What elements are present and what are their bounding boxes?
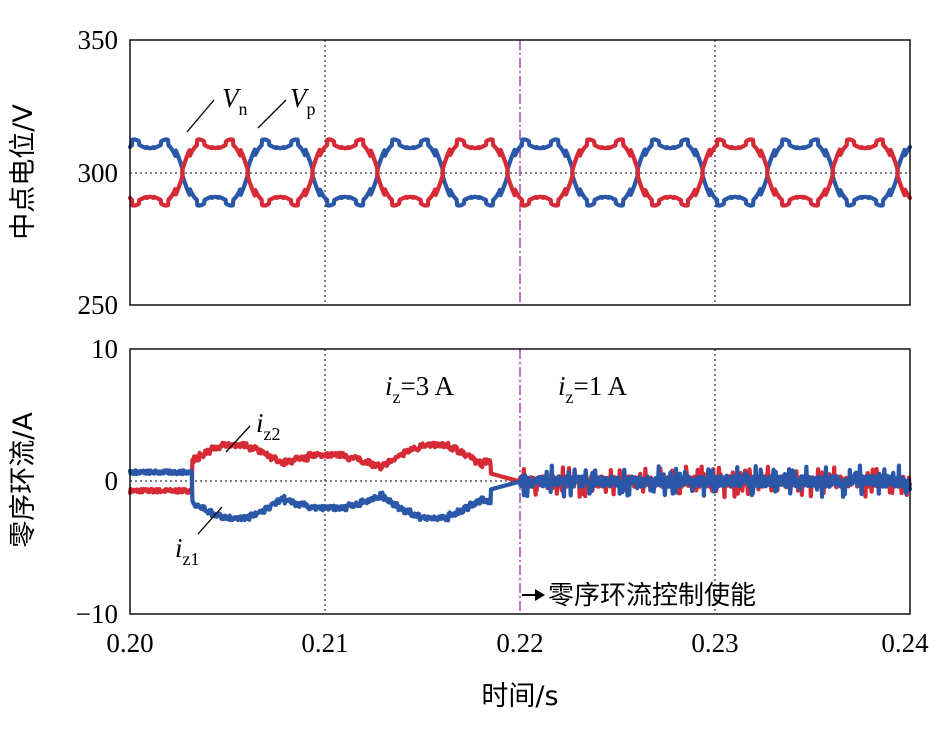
series-vn-line xyxy=(127,137,913,208)
bot-ytick-0: 0 xyxy=(105,466,119,496)
top-ytick-350: 350 xyxy=(78,25,119,55)
top-plot-frame xyxy=(129,39,911,306)
ann1-symbol: i xyxy=(385,371,393,401)
vn-subscript: n xyxy=(239,99,248,119)
top-panel: 350 300 250 中点电位/V Vn Vp xyxy=(8,25,913,320)
bottom-ylabel: 零序环流/A xyxy=(8,412,39,548)
vn-leader-line xyxy=(186,99,215,133)
xtick-022: 0.22 xyxy=(496,628,543,658)
vp-symbol: V xyxy=(290,83,310,113)
iz2-leader-line xyxy=(225,425,251,453)
iz1-symbol: i xyxy=(175,533,183,563)
svg-text:Vp: Vp xyxy=(290,83,316,119)
ann2-symbol: i xyxy=(558,371,566,401)
xtick-021: 0.21 xyxy=(301,628,348,658)
vp-leader-line xyxy=(257,99,287,129)
ann2-value: =1 A xyxy=(574,371,628,401)
iz1-subscript: z1 xyxy=(183,549,200,569)
bot-ytick-neg10: −10 xyxy=(76,599,118,629)
vn-symbol: V xyxy=(222,83,242,113)
svg-text:Vn: Vn xyxy=(222,83,248,119)
ann1-value: =3 A xyxy=(401,371,455,401)
legend-vn-label: Vn xyxy=(186,83,248,133)
series-vp-line xyxy=(127,137,913,208)
legend-vp-label: Vp xyxy=(257,83,316,129)
bottom-panel: 10 0 −10 0.20 0.21 0.22 0.23 0.24 零序环流/A… xyxy=(8,334,929,712)
vp-subscript: p xyxy=(307,99,316,119)
svg-text:iz2: iz2 xyxy=(256,408,281,444)
legend-iz1-label: iz1 xyxy=(175,506,223,569)
iz1-leader-line xyxy=(197,506,223,535)
enable-annotation: 零序环流控制使能 xyxy=(522,581,756,611)
bot-ytick-10: 10 xyxy=(91,334,118,364)
ann2-subscript: z xyxy=(566,387,574,407)
top-ytick-300: 300 xyxy=(78,158,119,188)
enable-arrow-icon xyxy=(535,589,545,601)
ann1-subscript: z xyxy=(393,387,401,407)
xtick-023: 0.23 xyxy=(691,628,738,658)
annotation-iz-1a: iz=1 A xyxy=(558,371,628,407)
svg-text:iz1: iz1 xyxy=(175,533,200,569)
annotation-iz-3a: iz=3 A xyxy=(385,371,455,407)
series-iz1-line xyxy=(127,463,913,523)
enable-label: 零序环流控制使能 xyxy=(548,581,756,611)
iz2-subscript: z2 xyxy=(264,424,281,444)
xtick-024: 0.24 xyxy=(881,628,929,658)
bottom-plot-frame xyxy=(129,348,911,615)
top-ytick-250: 250 xyxy=(78,290,119,320)
iz2-symbol: i xyxy=(256,408,264,438)
x-axis-label: 时间/s xyxy=(481,681,558,712)
legend-iz2-label: iz2 xyxy=(225,408,281,453)
top-ylabel: 中点电位/V xyxy=(8,104,39,240)
xtick-020: 0.20 xyxy=(106,628,153,658)
